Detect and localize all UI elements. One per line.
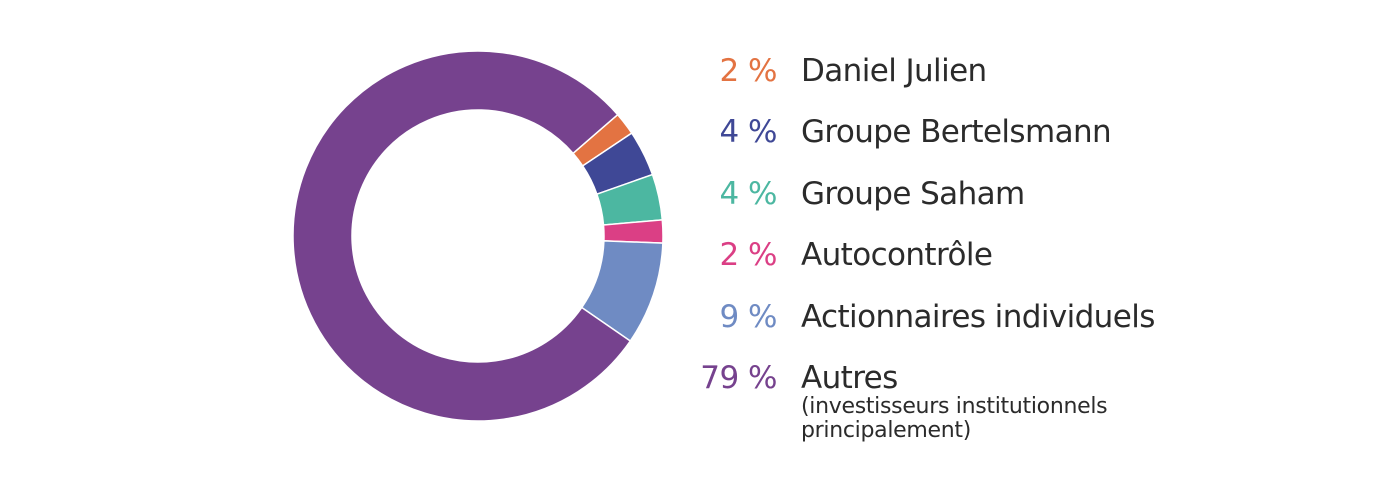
legend-text: Groupe Saham [801, 171, 1025, 217]
legend-label: Groupe Bertelsmann [801, 114, 1112, 151]
legend-item-autocontrole: 2 % Autocontrôle [690, 232, 1370, 293]
legend-label: Daniel Julien [801, 53, 987, 89]
legend-percent: 2 % [719, 53, 777, 89]
legend-label: Actionnaires individuels [801, 298, 1155, 335]
slice-autres [292, 50, 632, 422]
legend-percent: 4 % [719, 114, 777, 151]
legend-label: Autocontrôle [801, 237, 993, 274]
donut-slices [292, 50, 664, 422]
chart-legend: 2 % Daniel Julien 4 % Groupe Bertelsmann 4 %… [690, 48, 1370, 443]
legend-percent: 4 % [719, 175, 777, 212]
legend-text: Autocontrôle [801, 232, 993, 278]
legend-label: Autres [801, 359, 898, 396]
legend-text: Groupe Bertelsmann [801, 109, 1112, 155]
legend-label: Groupe Saham [801, 175, 1025, 212]
legend-percent: 9 % [719, 298, 777, 335]
legend-item-groupe-bertelsmann: 4 % Groupe Bertelsmann [690, 109, 1370, 170]
legend-item-autres: 79 % Autres (investisseurs institutionnels… [690, 355, 1370, 443]
legend-text: Actionnaires individuels [801, 294, 1155, 340]
legend-percent: 2 % [719, 237, 777, 274]
legend-percent: 79 % [700, 359, 777, 396]
legend-text: Daniel Julien [801, 48, 987, 94]
legend-text: Autres (investisseurs institutionnels pri… [801, 355, 1161, 443]
legend-note: (investisseurs institutionnels principal… [801, 393, 1108, 443]
legend-item-groupe-saham: 4 % Groupe Saham [690, 171, 1370, 232]
legend-item-actionnaires-individuels: 9 % Actionnaires individuels [690, 294, 1370, 355]
legend-item-daniel-julien: 2 % Daniel Julien [690, 48, 1370, 109]
